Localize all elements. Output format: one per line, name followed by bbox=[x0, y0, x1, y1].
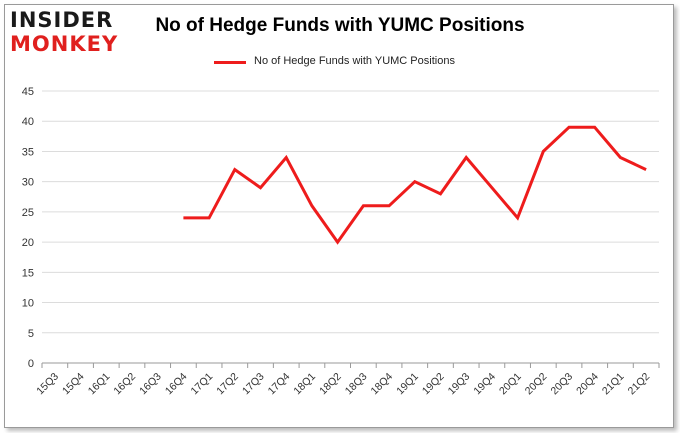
y-tick-label: 20 bbox=[22, 237, 34, 249]
logo-line-2: MONKEY bbox=[10, 32, 119, 56]
x-tick-label: 21Q2 bbox=[626, 371, 653, 398]
x-tick-label: 20Q4 bbox=[574, 371, 601, 398]
x-tick-label: 20Q2 bbox=[523, 371, 550, 398]
x-tick-label: 16Q2 bbox=[111, 371, 138, 398]
x-tick-label: 15Q4 bbox=[60, 371, 87, 398]
legend-swatch bbox=[214, 61, 246, 64]
x-tick-label: 20Q1 bbox=[497, 371, 524, 398]
x-tick-label: 19Q1 bbox=[394, 371, 421, 398]
legend-label: No of Hedge Funds with YUMC Positions bbox=[254, 55, 455, 67]
x-tick-label: 20Q3 bbox=[548, 371, 575, 398]
chart-frame bbox=[4, 4, 674, 428]
y-tick-label: 40 bbox=[22, 116, 34, 128]
x-tick-label: 18Q2 bbox=[317, 371, 344, 398]
x-tick-label: 16Q4 bbox=[163, 371, 190, 398]
x-tick-label: 19Q3 bbox=[446, 371, 473, 398]
y-tick-label: 30 bbox=[22, 177, 34, 189]
x-tick-label: 17Q4 bbox=[266, 371, 293, 398]
x-tick-label: 17Q1 bbox=[189, 371, 216, 398]
chart-title: No of Hedge Funds with YUMC Positions bbox=[155, 15, 525, 36]
x-tick-label: 18Q4 bbox=[369, 371, 396, 398]
x-tick-label: 17Q2 bbox=[214, 371, 241, 398]
logo-line-1: INSIDER bbox=[10, 8, 114, 32]
y-tick-label: 15 bbox=[22, 267, 34, 279]
x-tick-label: 21Q1 bbox=[600, 371, 627, 398]
x-tick-label: 15Q3 bbox=[34, 371, 61, 398]
series-line bbox=[183, 125, 647, 245]
y-tick-label: 5 bbox=[28, 328, 34, 340]
x-tick-label: 16Q3 bbox=[137, 371, 164, 398]
x-tick-label: 17Q3 bbox=[240, 371, 267, 398]
y-tick-label: 25 bbox=[22, 207, 34, 219]
x-tick-label: 19Q2 bbox=[420, 371, 447, 398]
x-tick-label: 18Q3 bbox=[343, 371, 370, 398]
y-tick-label: 45 bbox=[22, 86, 34, 98]
insider-monkey-logo: INSIDER MONKEY bbox=[10, 6, 128, 56]
y-tick-label: 35 bbox=[22, 146, 34, 158]
x-tick-label: 18Q1 bbox=[291, 371, 318, 398]
x-tick-label: 19Q4 bbox=[471, 371, 498, 398]
y-tick-label: 0 bbox=[28, 358, 34, 370]
y-tick-label: 10 bbox=[22, 298, 34, 310]
x-tick-label: 16Q1 bbox=[86, 371, 113, 398]
